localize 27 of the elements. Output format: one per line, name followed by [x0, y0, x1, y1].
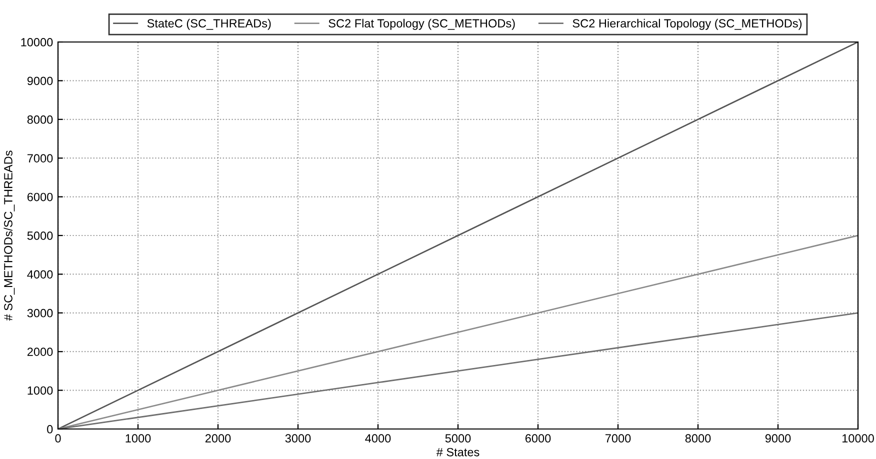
x-tick-label: 8000 [685, 434, 711, 443]
y-tick-label: 7000 [27, 154, 53, 162]
x-tick-label: 10000 [842, 434, 874, 443]
x-tick-label: 0 [55, 434, 61, 443]
legend-label: SC2 Hierarchical Topology (SC_METHODs) [572, 18, 802, 30]
x-tick-label: 1000 [126, 434, 151, 443]
x-tick-label: 6000 [525, 434, 551, 443]
y-tick-label: 2000 [27, 348, 53, 356]
y-tick-label: 6000 [27, 192, 53, 202]
y-tick-label: 5000 [27, 232, 53, 240]
x-tick-label: 5000 [445, 434, 471, 443]
y-tick-label: 10000 [21, 38, 53, 46]
legend-label: StateC (SC_THREADs) [147, 18, 271, 30]
y-tick-label: 9000 [27, 76, 53, 86]
legend-label: SC2 Flat Topology (SC_METHODs) [328, 18, 515, 30]
x-tick-label: 7000 [605, 434, 631, 443]
y-axis-title: # SC_METHODs/SC_THREADs [4, 150, 15, 321]
x-tick-label: 9000 [765, 434, 791, 443]
y-tick-label: 3000 [27, 308, 53, 318]
x-axis-title: # States [436, 448, 480, 456]
y-tick-label: 1000 [28, 386, 53, 395]
x-tick-label: 2000 [205, 434, 231, 443]
y-tick-label: 0 [47, 425, 53, 434]
x-tick-label: 3000 [285, 434, 311, 443]
y-tick-label: 4000 [27, 270, 53, 279]
y-tick-label: 8000 [27, 115, 53, 124]
x-tick-label: 4000 [365, 434, 391, 443]
